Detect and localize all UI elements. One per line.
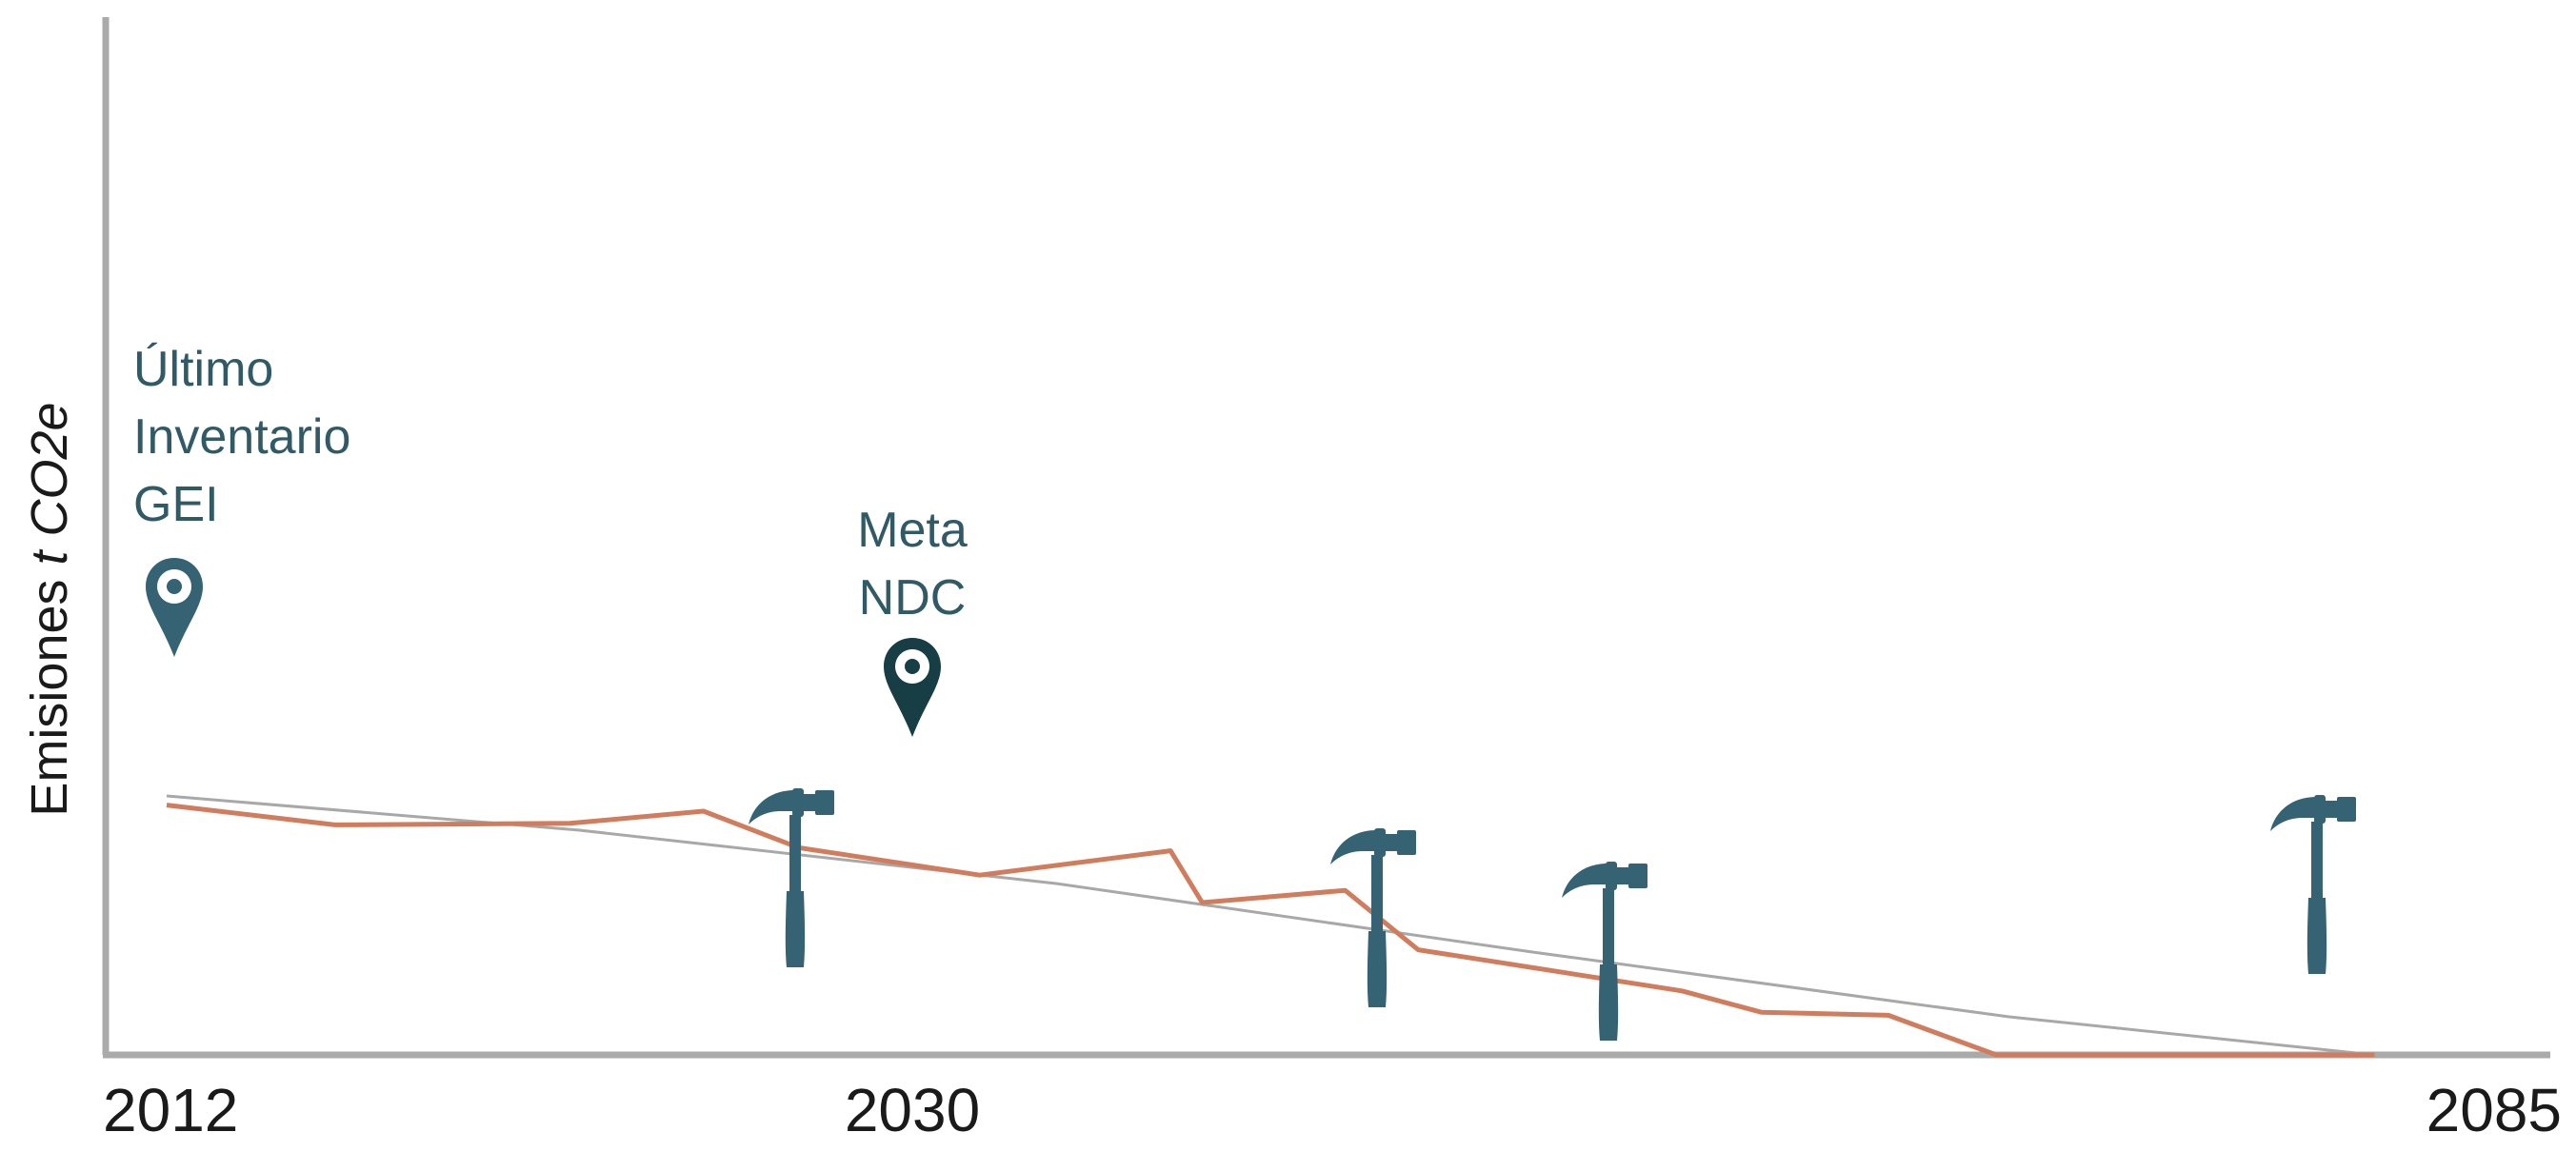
hammer-icons [749,788,2356,1041]
annotation-label-line: NDC [859,570,967,626]
trend-line [166,794,2375,1057]
x-tick-labels: 2012 2030 2085 [103,1076,2562,1144]
x-tick-label: 2085 [2426,1076,2562,1144]
annotation-label-line: Inventario [133,409,350,465]
map-pin-icon [884,638,941,737]
marker-ultimo-inventario-gei: Último Inventario GEI [133,342,350,657]
marker-meta-ndc: Meta NDC [857,503,968,737]
hammer-icon [1330,828,1416,1007]
x-tick-label: 2030 [845,1076,980,1144]
map-pin-icon [146,558,203,657]
y-axis-label: Emisiones t CO2e [21,402,78,816]
annotation-label-line: GEI [133,477,219,532]
annotation-label-line: Meta [857,503,968,558]
x-tick-label: 2012 [103,1076,238,1144]
hammer-icon [749,788,834,967]
hammer-icon [1562,862,1647,1041]
emissions-line [166,803,2375,1058]
hammer-icon [2270,795,2356,974]
annotation-label-line: Último [133,342,273,397]
